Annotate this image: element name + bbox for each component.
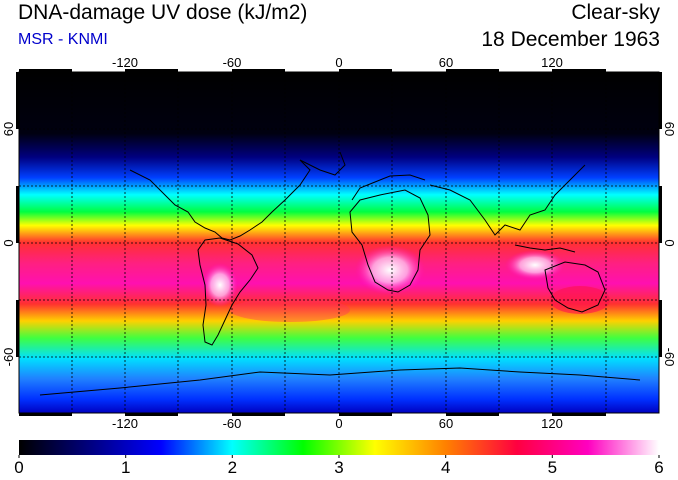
map-title: DNA-damage UV dose (kJ/m2) — [18, 1, 308, 24]
lon-label-bottom: -120 — [112, 416, 138, 431]
lon-label-bottom: 0 — [335, 416, 342, 431]
lon-label-bottom: -60 — [223, 416, 242, 431]
lon-label-top: 0 — [335, 55, 342, 70]
coastline-greenland — [299, 151, 346, 176]
lon-label-bottom: 60 — [439, 416, 453, 431]
colorbar-label: 4 — [440, 458, 451, 477]
lon-label-bottom: 120 — [541, 416, 563, 431]
coastline-indonesia — [514, 244, 576, 253]
lat-label-right: 60 — [662, 122, 677, 136]
uv-hotspots — [202, 245, 610, 322]
lon-label-top: -60 — [223, 55, 242, 70]
colorbar-ticks — [18, 455, 660, 458]
colorbar-label: 1 — [120, 458, 131, 477]
band-south-atlantic — [230, 298, 350, 322]
hotspot-indian-ocean — [505, 250, 565, 280]
coastline-north-america — [129, 159, 311, 241]
frame-ticks — [16, 69, 662, 416]
coastline-asia — [429, 164, 586, 236]
colorbar-label: 2 — [227, 458, 238, 477]
colorbar-label: 3 — [334, 458, 344, 477]
coastline-antarctica — [39, 367, 641, 396]
hotspot-south-america — [202, 263, 238, 307]
lat-label-left: 0 — [1, 239, 16, 246]
lon-label-top: 60 — [439, 55, 453, 70]
coastline-australia — [544, 261, 606, 313]
coastline-south-america — [197, 237, 259, 346]
coastline-africa — [349, 189, 431, 293]
lon-labels: -120 -60 0 60 120 -120 -60 0 60 120 — [112, 55, 563, 431]
graticule — [19, 72, 659, 413]
colorbar — [19, 440, 659, 455]
hotspot-africa — [355, 245, 425, 295]
date-label: 18 December 1963 — [481, 28, 660, 51]
lon-label-top: 120 — [541, 55, 563, 70]
lat-label-right: 0 — [662, 239, 677, 246]
coastline-europe — [351, 174, 426, 201]
colorbar-label: 5 — [547, 458, 558, 477]
coastlines — [39, 151, 641, 396]
lat-label-left: -60 — [1, 348, 16, 367]
lat-label-right: -60 — [662, 348, 677, 367]
sky-condition-label: Clear-sky — [571, 1, 660, 24]
data-source-label: MSR - KNMI — [18, 31, 108, 48]
colorbar-label: 6 — [654, 458, 664, 477]
lat-label-left: 60 — [1, 122, 16, 136]
lon-label-top: -120 — [112, 55, 138, 70]
colorbar-label: 0 — [14, 458, 24, 477]
lat-labels: 60 0 -60 60 0 -60 — [1, 122, 677, 367]
